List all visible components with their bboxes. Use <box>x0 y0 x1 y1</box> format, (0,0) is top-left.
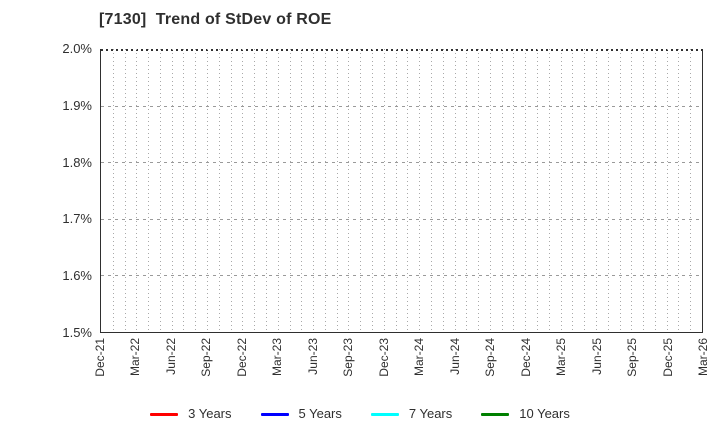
legend-item: 5 Years <box>260 404 342 424</box>
x-tick-label: Dec-25 <box>660 338 675 377</box>
x-tick-label: Dec-22 <box>234 338 249 377</box>
x-tick-label: Jun-25 <box>589 338 604 375</box>
vertical-gridline <box>395 49 397 332</box>
vertical-gridline <box>619 49 621 332</box>
vertical-gridline <box>513 49 515 332</box>
vertical-gridline <box>501 49 503 332</box>
y-tick-label: 1.6% <box>62 268 92 284</box>
x-tick-label: Dec-23 <box>376 338 391 377</box>
vertical-gridline <box>690 49 692 332</box>
vertical-gridline <box>595 49 597 332</box>
vertical-gridline <box>607 49 609 332</box>
vertical-gridline <box>324 49 326 332</box>
x-tick-label: Jun-24 <box>447 338 462 375</box>
x-tick-label: Dec-24 <box>518 338 533 377</box>
vertical-gridline <box>560 49 562 332</box>
y-tick-label: 1.9% <box>62 97 92 113</box>
plot-top-border <box>101 49 702 51</box>
vertical-gridline <box>478 49 480 332</box>
x-tick-label: Jun-22 <box>163 338 178 375</box>
vertical-gridline <box>195 49 197 332</box>
vertical-gridline <box>430 49 432 332</box>
legend-line-swatch <box>260 412 289 416</box>
y-tick-label: 1.8% <box>62 154 92 170</box>
legend-item: 10 Years <box>481 404 570 424</box>
legend-line-swatch <box>370 412 399 416</box>
vertical-gridline <box>336 49 338 332</box>
x-tick-label: Mar-26 <box>696 338 710 377</box>
horizontal-gridline <box>101 275 702 277</box>
vertical-gridline <box>360 49 362 332</box>
vertical-gridline <box>572 49 574 332</box>
x-tick-label: Mar-23 <box>270 338 285 377</box>
vertical-gridline <box>148 49 150 332</box>
x-tick-label: Jun-23 <box>305 338 320 375</box>
vertical-gridline <box>537 49 539 332</box>
x-tick-label: Mar-22 <box>128 338 143 377</box>
legend-label: 10 Years <box>519 406 570 421</box>
legend-label: 7 Years <box>408 406 453 421</box>
vertical-gridline <box>348 49 350 332</box>
legend-item: 7 Years <box>370 404 453 424</box>
legend-label: 3 Years <box>188 406 232 421</box>
vertical-gridline <box>218 49 220 332</box>
vertical-gridline <box>666 49 668 332</box>
vertical-gridline <box>372 49 374 332</box>
horizontal-gridline <box>101 105 702 107</box>
vertical-gridline <box>207 49 209 332</box>
legend-line-swatch <box>481 412 510 416</box>
vertical-gridline <box>265 49 267 332</box>
vertical-gridline <box>230 49 232 332</box>
vertical-gridline <box>242 49 244 332</box>
x-tick-label: Sep-23 <box>341 338 356 377</box>
x-tick-label: Dec-21 <box>93 338 107 377</box>
vertical-gridline <box>466 49 468 332</box>
horizontal-gridline <box>101 218 702 220</box>
vertical-gridline <box>454 49 456 332</box>
x-tick-label: Sep-24 <box>483 338 498 377</box>
legend-label: 5 Years <box>298 406 342 421</box>
x-tick-label: Mar-25 <box>554 338 569 377</box>
vertical-gridline <box>678 49 680 332</box>
vertical-gridline <box>654 49 656 332</box>
vertical-gridline <box>171 49 173 332</box>
vertical-gridline <box>124 49 126 332</box>
legend-line-swatch <box>150 412 179 416</box>
y-tick-label: 1.7% <box>62 211 92 227</box>
vertical-gridline <box>289 49 291 332</box>
plot-area <box>100 49 703 333</box>
vertical-gridline <box>112 49 114 332</box>
vertical-gridline <box>313 49 315 332</box>
vertical-gridline <box>254 49 256 332</box>
horizontal-gridline <box>101 162 702 164</box>
vertical-gridline <box>643 49 645 332</box>
vertical-gridline <box>525 49 527 332</box>
y-tick-label: 2.0% <box>62 41 92 56</box>
vertical-gridline <box>301 49 303 332</box>
legend-item: 3 Years <box>150 404 232 424</box>
vertical-gridline <box>419 49 421 332</box>
vertical-gridline <box>548 49 550 332</box>
chart-title: [7130] Trend of StDev of ROE <box>99 11 332 28</box>
chart-legend: 3 Years 5 Years 7 Years 10 Years <box>0 404 720 424</box>
vertical-gridline <box>584 49 586 332</box>
vertical-gridline <box>489 49 491 332</box>
vertical-gridline <box>631 49 633 332</box>
vertical-gridline <box>136 49 138 332</box>
vertical-gridline <box>383 49 385 332</box>
vertical-gridline <box>183 49 185 332</box>
vertical-gridline <box>277 49 279 332</box>
vertical-gridline <box>407 49 409 332</box>
y-tick-label: 1.5% <box>62 325 92 340</box>
vertical-gridline <box>159 49 161 332</box>
vertical-gridline <box>442 49 444 332</box>
x-tick-label: Mar-24 <box>412 338 427 377</box>
x-tick-label: Sep-22 <box>199 338 214 377</box>
x-tick-label: Sep-25 <box>625 338 640 377</box>
